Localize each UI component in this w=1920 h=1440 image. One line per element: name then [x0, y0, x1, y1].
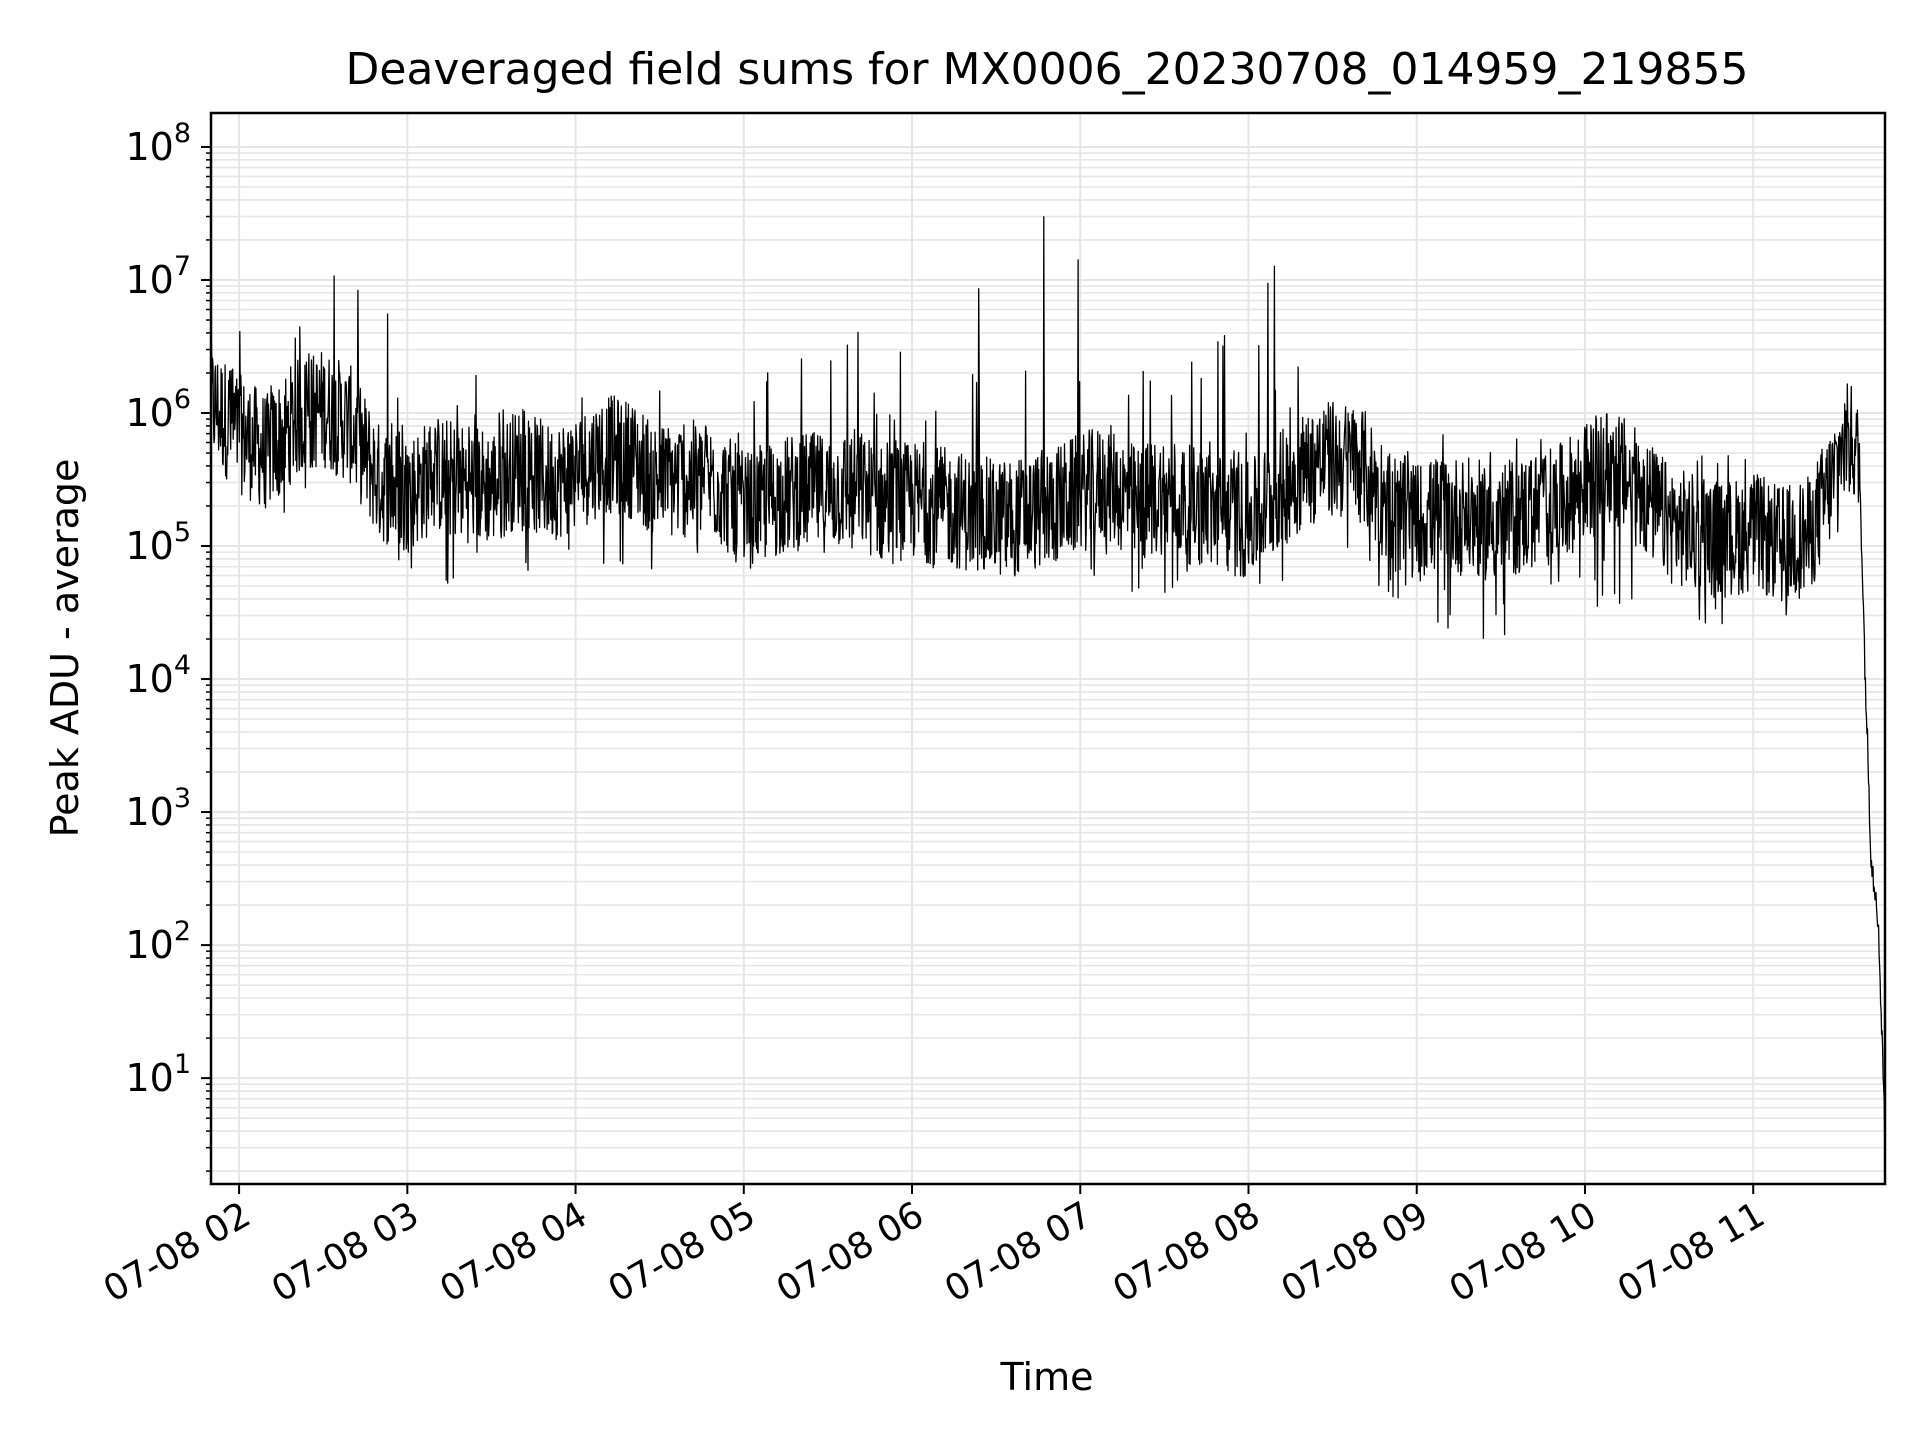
plot-frame [209, 111, 1887, 1186]
y-tick-exponent: 5 [174, 517, 191, 548]
y-tick-exponent: 4 [174, 650, 191, 681]
y-tick-base: 10 [125, 391, 173, 435]
y-tick-base: 10 [125, 923, 173, 967]
y-tick-label: 103 [125, 783, 191, 834]
y-tick-label: 106 [125, 384, 191, 435]
y-tick-label: 107 [125, 251, 191, 302]
y-tick-exponent: 2 [174, 916, 191, 947]
y-tick-exponent: 6 [174, 384, 191, 415]
y-tick-label: 101 [125, 1049, 191, 1100]
y-tick-base: 10 [125, 657, 173, 701]
y-tick-base: 10 [125, 125, 173, 169]
y-tick-label: 104 [125, 650, 191, 701]
grid [211, 113, 1885, 1184]
y-tick-exponent: 8 [174, 118, 191, 149]
y-tick-label: 108 [125, 118, 191, 169]
y-tick-base: 10 [125, 524, 173, 568]
series-layer [210, 216, 1886, 1132]
y-tick-exponent: 7 [174, 251, 191, 282]
y-tick-exponent: 3 [174, 783, 191, 814]
y-tick-base: 10 [125, 1056, 173, 1100]
y-tick-label: 102 [125, 916, 191, 967]
y-tick-exponent: 1 [174, 1049, 191, 1080]
y-axis-label: Peak ADU - average [43, 459, 87, 838]
series-line [210, 216, 1886, 1132]
chart-title: Deaveraged field sums for MX0006_2023070… [346, 44, 1749, 95]
x-axis-label: Time [1000, 1355, 1094, 1399]
y-tick-base: 10 [125, 258, 173, 302]
y-tick-base: 10 [125, 790, 173, 834]
y-tick-label: 105 [125, 517, 191, 568]
